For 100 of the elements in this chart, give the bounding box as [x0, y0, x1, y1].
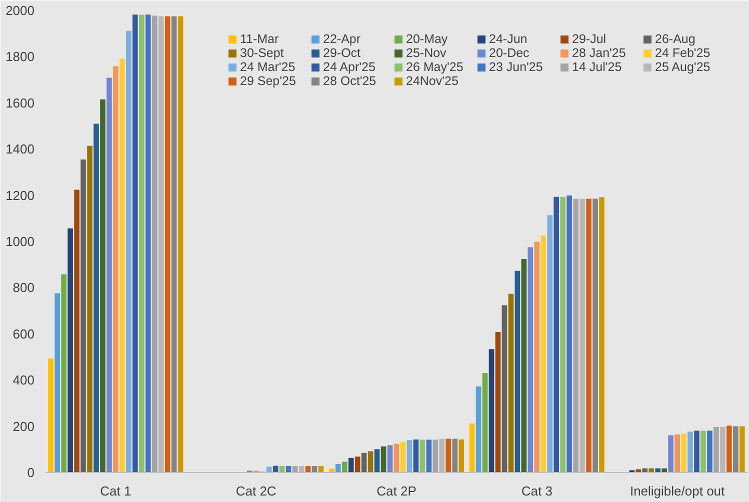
bar: [87, 146, 92, 472]
bar: [547, 215, 553, 472]
bar: [502, 305, 508, 472]
legend-label: 28 Oct'25: [323, 74, 378, 88]
bar: [668, 435, 674, 472]
y-tick-label: 1400: [6, 142, 34, 157]
bar: [348, 458, 354, 472]
legend-label: 24-Jun: [489, 32, 528, 46]
bar: [573, 198, 578, 472]
bar: [528, 247, 534, 472]
bar: [508, 294, 514, 472]
bar: [586, 198, 592, 472]
bar: [495, 332, 501, 472]
bar: [164, 16, 170, 472]
bar: [374, 449, 380, 472]
bar: [700, 430, 706, 472]
x-tick-label: Ineligible/opt out: [630, 484, 726, 498]
bar: [482, 372, 488, 472]
x-tick-label: Cat 2P: [376, 484, 416, 498]
bar: [106, 78, 112, 472]
bar: [540, 236, 546, 472]
bar: [100, 99, 106, 472]
bar: [726, 426, 732, 472]
bar: [446, 438, 452, 472]
legend-label: 29-Oct: [323, 46, 362, 60]
bar: [152, 16, 158, 472]
bar: [145, 14, 151, 472]
bar: [521, 259, 527, 472]
x-tick-label: Cat 1: [100, 484, 132, 498]
bar: [48, 358, 54, 472]
legend-label: 24 Apr'25: [323, 60, 376, 74]
bar: [387, 445, 393, 472]
bar: [400, 442, 406, 472]
legend-label: 24Nov'25: [406, 74, 460, 88]
bar: [80, 159, 86, 472]
y-tick-label: 200: [12, 418, 35, 434]
bar: [328, 468, 334, 472]
bar: [94, 124, 99, 472]
bar: [681, 434, 686, 472]
legend-label: 24 Mar'25: [240, 60, 296, 74]
bar: [592, 198, 598, 472]
bar: [61, 274, 66, 472]
bar: [476, 386, 482, 472]
bar: [406, 440, 412, 472]
legend-label: 25 Aug'25: [655, 60, 712, 74]
bar: [733, 426, 738, 472]
bar: [714, 426, 719, 472]
y-tick-label: 1800: [6, 49, 34, 64]
y-tick-label: 600: [12, 326, 35, 342]
y-tick-label: 2000: [6, 3, 34, 18]
y-tick-label: 1600: [6, 95, 34, 110]
legend-label: 29 Sep'25: [240, 74, 297, 88]
bar: [469, 424, 475, 472]
bar: [426, 440, 432, 472]
bar: [68, 228, 73, 472]
legend-label: 20-May: [406, 32, 449, 46]
bar: [707, 430, 712, 472]
legend-label: 23 Jun'25: [489, 60, 544, 74]
bar: [694, 430, 700, 472]
y-tick-label: 400: [12, 372, 35, 388]
bar: [688, 432, 693, 472]
bar: [394, 444, 400, 472]
bar: [335, 464, 341, 472]
bar: [674, 434, 680, 472]
bar: [138, 14, 144, 472]
legend-label: 24 Feb'25: [655, 46, 712, 60]
legend-label: 22-Apr: [323, 32, 362, 46]
bar: [599, 197, 604, 472]
x-tick-label: Cat 3: [521, 484, 552, 498]
bar: [452, 438, 458, 472]
bar: [739, 426, 745, 472]
legend-label: 20-Dec: [489, 46, 530, 60]
legend-label: 14 Jul'25: [572, 60, 623, 74]
bar: [514, 270, 520, 472]
bar: [368, 451, 374, 472]
y-tick-label: 1000: [6, 234, 34, 249]
legend-label: 11-Mar: [240, 32, 280, 46]
y-tick-label: 0: [27, 465, 35, 480]
bar: [74, 190, 80, 472]
y-tick-label: 1200: [6, 188, 34, 203]
bar: [566, 196, 572, 472]
bar: [420, 440, 426, 472]
bar: [380, 446, 386, 472]
legend-label: 25-Nov: [406, 46, 448, 60]
bar: [458, 439, 464, 472]
legend-label: 29-Jul: [572, 32, 608, 46]
legend-label: 26 May'25: [406, 60, 464, 74]
bar: [432, 440, 438, 472]
bar: [560, 196, 566, 472]
bar: [178, 16, 184, 472]
y-tick-label: 800: [12, 280, 35, 296]
bar: [361, 452, 367, 472]
bar: [171, 16, 177, 472]
bar: [413, 439, 419, 472]
bar: [120, 58, 125, 472]
bar: [554, 196, 560, 472]
bar: [132, 14, 138, 472]
bar: [342, 462, 348, 472]
legend-label: 26-Aug: [655, 32, 696, 46]
x-tick-label: Cat 2C: [236, 484, 276, 498]
